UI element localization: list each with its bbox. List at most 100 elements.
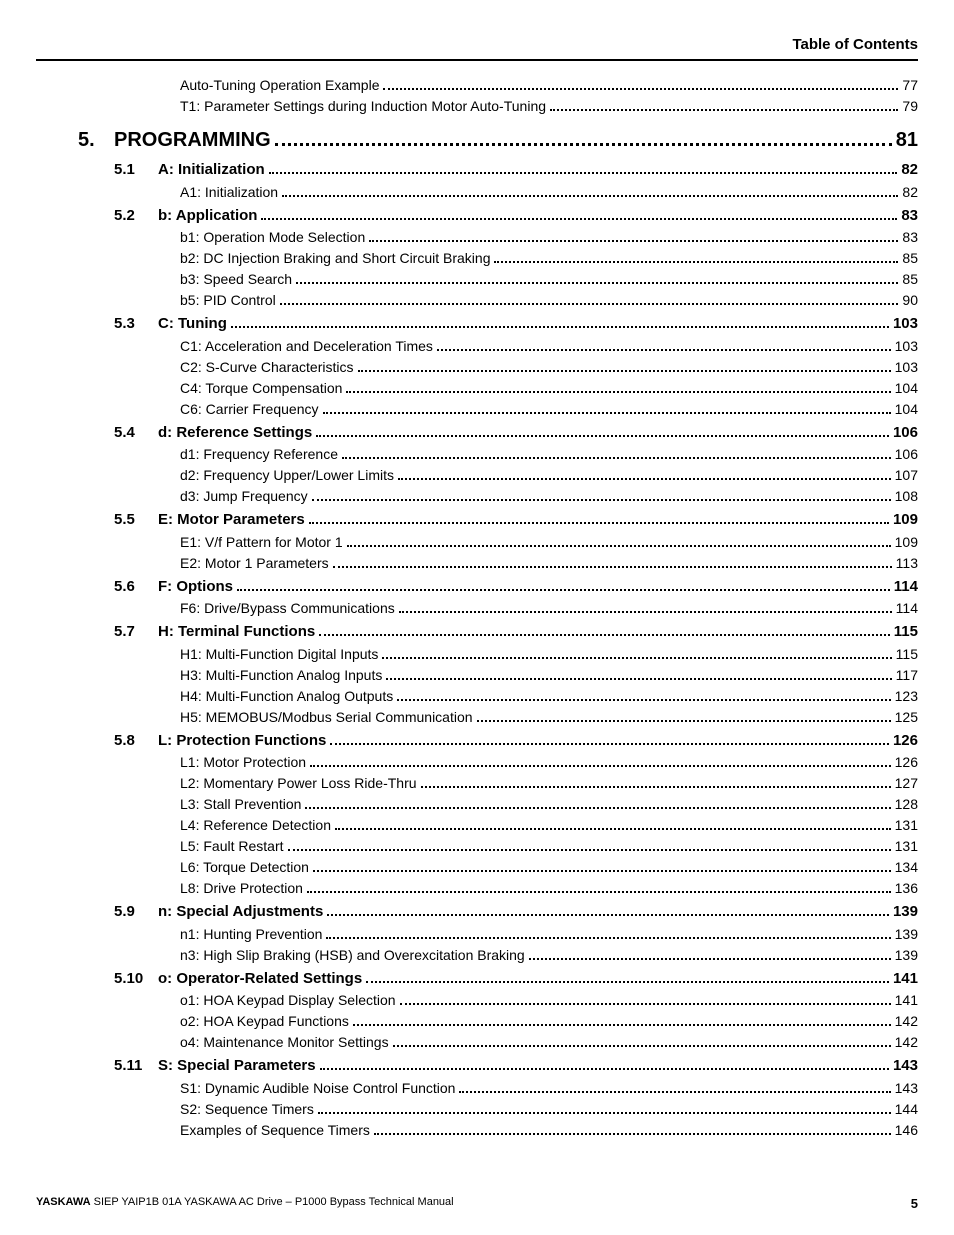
toc-sub-5-8-5[interactable]: L6: Torque Detection134 bbox=[36, 857, 918, 878]
toc-entry-label: L6: Torque Detection bbox=[180, 857, 309, 878]
toc-sub-5-2-0[interactable]: b1: Operation Mode Selection83 bbox=[36, 227, 918, 248]
toc-orphan-1[interactable]: T1: Parameter Settings during Induction … bbox=[36, 96, 918, 117]
toc-entry-label: C: Tuning bbox=[158, 313, 227, 336]
toc-entry-page: 115 bbox=[896, 644, 918, 665]
toc-sub-5-4-0[interactable]: d1: Frequency Reference106 bbox=[36, 444, 918, 465]
toc-sub-5-10-1[interactable]: o2: HOA Keypad Functions142 bbox=[36, 1011, 918, 1032]
toc-sub-5-6-0[interactable]: F6: Drive/Bypass Communications114 bbox=[36, 598, 918, 619]
toc-entry-label: n1: Hunting Prevention bbox=[180, 924, 322, 945]
toc-entry-label: b3: Speed Search bbox=[180, 269, 292, 290]
toc-sub-5-8-0[interactable]: L1: Motor Protection126 bbox=[36, 752, 918, 773]
toc-sub-5-2-3[interactable]: b5: PID Control 90 bbox=[36, 290, 918, 311]
toc-entry-label: o2: HOA Keypad Functions bbox=[180, 1011, 349, 1032]
toc-section-5-2[interactable]: 5.2b: Application83 bbox=[36, 205, 918, 228]
toc-sub-5-7-2[interactable]: H4: Multi-Function Analog Outputs123 bbox=[36, 686, 918, 707]
toc-sub-5-8-1[interactable]: L2: Momentary Power Loss Ride-Thru127 bbox=[36, 773, 918, 794]
toc-section-5-3[interactable]: 5.3C: Tuning103 bbox=[36, 313, 918, 336]
toc-entry-leader bbox=[386, 669, 891, 680]
toc-section-5-5[interactable]: 5.5E: Motor Parameters109 bbox=[36, 509, 918, 532]
toc-section-5-11[interactable]: 5.11S: Special Parameters143 bbox=[36, 1055, 918, 1078]
toc-entry-leader bbox=[366, 972, 889, 983]
toc-entry-label: A1: Initialization bbox=[180, 182, 278, 203]
toc-entry-page: 127 bbox=[895, 773, 918, 794]
toc-sub-5-11-0[interactable]: S1: Dynamic Audible Noise Control Functi… bbox=[36, 1078, 918, 1099]
toc-sub-5-10-0[interactable]: o1: HOA Keypad Display Selection141 bbox=[36, 990, 918, 1011]
toc-entry-label: Auto-Tuning Operation Example bbox=[180, 75, 379, 96]
toc-sub-5-3-3[interactable]: C6: Carrier Frequency104 bbox=[36, 399, 918, 420]
toc-entry-leader bbox=[369, 232, 898, 243]
toc-entry-page: 77 bbox=[902, 75, 918, 96]
toc-section-5-4[interactable]: 5.4d: Reference Settings106 bbox=[36, 422, 918, 445]
toc-entry-page: 90 bbox=[902, 290, 918, 311]
toc-entry-leader bbox=[313, 862, 891, 873]
toc-section-5-6[interactable]: 5.6F: Options114 bbox=[36, 576, 918, 599]
toc-sub-5-8-4[interactable]: L5: Fault Restart131 bbox=[36, 836, 918, 857]
toc-entry-page: 146 bbox=[895, 1120, 918, 1141]
toc-entry-label: E1: V/f Pattern for Motor 1 bbox=[180, 532, 343, 553]
toc-entry-label: H3: Multi-Function Analog Inputs bbox=[180, 665, 382, 686]
footer-doc-text: SIEP YAIP1B 01A YASKAWA AC Drive – P1000… bbox=[91, 1196, 454, 1208]
toc-section-5-7[interactable]: 5.7H: Terminal Functions115 bbox=[36, 621, 918, 644]
toc-sub-5-9-1[interactable]: n3: High Slip Braking (HSB) and Overexci… bbox=[36, 945, 918, 966]
toc-entry-leader bbox=[529, 949, 891, 960]
toc-entry-label: A: Initialization bbox=[158, 159, 265, 182]
toc-entry-page: 136 bbox=[895, 878, 918, 899]
toc-entry-leader bbox=[421, 778, 891, 789]
toc-section-5-1[interactable]: 5.1A: Initialization82 bbox=[36, 159, 918, 182]
toc-sub-5-5-1[interactable]: E2: Motor 1 Parameters113 bbox=[36, 553, 918, 574]
toc-sub-5-2-2[interactable]: b3: Speed Search85 bbox=[36, 269, 918, 290]
toc-sub-5-8-2[interactable]: L3: Stall Prevention128 bbox=[36, 794, 918, 815]
toc-entry-leader bbox=[374, 1124, 891, 1135]
toc-entry-leader bbox=[353, 1016, 891, 1027]
toc-sub-5-4-2[interactable]: d3: Jump Frequency108 bbox=[36, 486, 918, 507]
toc-entry-page: 142 bbox=[895, 1032, 918, 1053]
toc-sub-5-4-1[interactable]: d2: Frequency Upper/Lower Limits107 bbox=[36, 465, 918, 486]
toc-section-5-8[interactable]: 5.8L: Protection Functions126 bbox=[36, 730, 918, 753]
footer-page-number: 5 bbox=[911, 1196, 918, 1211]
toc-entry-leader bbox=[309, 514, 889, 525]
toc-chapter-5[interactable]: 5.PROGRAMMING81 bbox=[36, 125, 918, 155]
toc-sub-5-10-2[interactable]: o4: Maintenance Monitor Settings142 bbox=[36, 1032, 918, 1053]
toc-sub-5-11-1[interactable]: S2: Sequence Timers144 bbox=[36, 1099, 918, 1120]
toc-section-5-9[interactable]: 5.9n: Special Adjustments139 bbox=[36, 901, 918, 924]
toc-entry-page: 83 bbox=[902, 227, 918, 248]
toc-sub-5-8-3[interactable]: L4: Reference Detection131 bbox=[36, 815, 918, 836]
toc-entry-leader bbox=[335, 820, 891, 831]
toc-entry-leader bbox=[288, 841, 891, 852]
toc-sub-5-2-1[interactable]: b2: DC Injection Braking and Short Circu… bbox=[36, 248, 918, 269]
toc-entry-page: 106 bbox=[895, 444, 918, 465]
toc-entry-label: E2: Motor 1 Parameters bbox=[180, 553, 329, 574]
toc-entry-label: L8: Drive Protection bbox=[180, 878, 303, 899]
footer-brand: YASKAWA bbox=[36, 1196, 91, 1208]
toc-sub-5-7-1[interactable]: H3: Multi-Function Analog Inputs117 bbox=[36, 665, 918, 686]
toc-sub-5-7-0[interactable]: H1: Multi-Function Digital Inputs115 bbox=[36, 644, 918, 665]
toc-orphan-0[interactable]: Auto-Tuning Operation Example 77 bbox=[36, 75, 918, 96]
toc-entry-page: 109 bbox=[895, 532, 918, 553]
toc-section-5-10[interactable]: 5.10o: Operator-Related Settings141 bbox=[36, 968, 918, 991]
toc-sub-5-5-0[interactable]: E1: V/f Pattern for Motor 1 109 bbox=[36, 532, 918, 553]
toc-entry-page: 114 bbox=[894, 576, 918, 599]
toc-sub-5-3-2[interactable]: C4: Torque Compensation104 bbox=[36, 378, 918, 399]
table-of-contents: Auto-Tuning Operation Example 77T1: Param… bbox=[36, 75, 918, 1141]
toc-entry-number: 5.4 bbox=[36, 422, 158, 445]
toc-sub-5-1-0[interactable]: A1: Initialization82 bbox=[36, 182, 918, 203]
toc-entry-leader bbox=[330, 734, 889, 745]
toc-entry-label: F6: Drive/Bypass Communications bbox=[180, 598, 395, 619]
toc-entry-label: b5: PID Control bbox=[180, 290, 276, 311]
toc-entry-page: 85 bbox=[902, 248, 918, 269]
toc-sub-5-8-6[interactable]: L8: Drive Protection 136 bbox=[36, 878, 918, 899]
toc-entry-page: 139 bbox=[895, 924, 918, 945]
toc-sub-5-9-0[interactable]: n1: Hunting Prevention 139 bbox=[36, 924, 918, 945]
toc-entry-label: d: Reference Settings bbox=[158, 422, 312, 445]
toc-entry-leader bbox=[342, 449, 891, 460]
toc-entry-leader bbox=[280, 295, 899, 306]
toc-entry-page: 126 bbox=[895, 752, 918, 773]
toc-entry-leader bbox=[477, 711, 891, 722]
toc-entry-leader bbox=[307, 883, 891, 894]
toc-entry-leader bbox=[261, 209, 897, 220]
toc-sub-5-7-3[interactable]: H5: MEMOBUS/Modbus Serial Communication1… bbox=[36, 707, 918, 728]
toc-sub-5-3-1[interactable]: C2: S-Curve Characteristics103 bbox=[36, 357, 918, 378]
toc-sub-5-11-2[interactable]: Examples of Sequence Timers146 bbox=[36, 1120, 918, 1141]
toc-entry-number: 5.1 bbox=[36, 159, 158, 182]
toc-sub-5-3-0[interactable]: C1: Acceleration and Deceleration Times1… bbox=[36, 336, 918, 357]
